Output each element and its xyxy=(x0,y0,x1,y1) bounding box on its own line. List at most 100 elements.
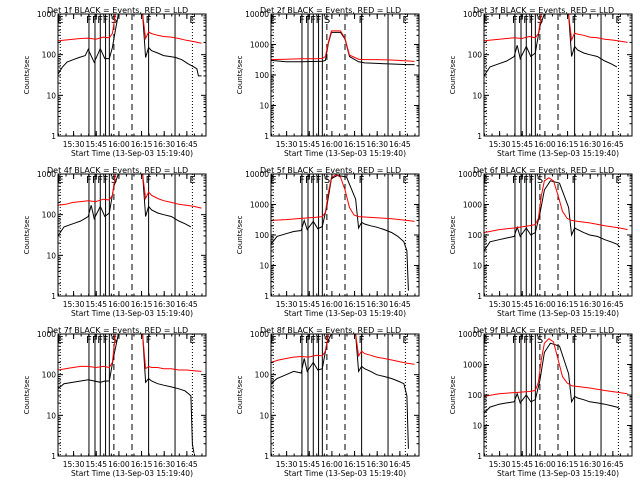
series-lld xyxy=(484,14,628,43)
x-tick-label: 15:30 xyxy=(489,140,511,149)
x-tick-label: 15:30 xyxy=(63,460,85,469)
x-tick-label: 15:30 xyxy=(276,140,298,149)
marker-label-3: F xyxy=(518,335,524,346)
y-tick-label: 1000 xyxy=(463,10,482,19)
x-axis-label: Start Time (13-Sep-03 15:19:40) xyxy=(284,469,406,478)
x-tick-label: 16:00 xyxy=(534,460,556,469)
marker-label-3: F xyxy=(518,15,524,26)
x-tick-label: 16:15 xyxy=(557,140,579,149)
x-tick-label: 16:00 xyxy=(108,140,130,149)
marker-label-2: F xyxy=(299,15,305,26)
marker-label-9: F xyxy=(146,335,152,346)
series-events xyxy=(484,14,618,77)
series-lld xyxy=(271,334,415,365)
x-tick-label: 15:30 xyxy=(63,300,85,309)
panel-title: Det 5f BLACK = Events, RED = LLD xyxy=(260,166,401,175)
marker-label-5: F xyxy=(529,15,535,26)
marker-label-9: F xyxy=(572,335,578,346)
y-tick-label: 1 xyxy=(51,132,56,141)
y-tick-label: 100 xyxy=(42,51,57,60)
marker-label-5: F xyxy=(316,175,322,186)
y-tick-label: 1 xyxy=(264,132,269,141)
marker-label-9: F xyxy=(146,175,152,186)
y-tick-label: 100 xyxy=(468,391,483,400)
x-tick-label: 16:15 xyxy=(131,460,153,469)
y-axis-label: Counts/sec xyxy=(449,216,457,255)
x-axis-label: Start Time (13-Sep-03 15:19:40) xyxy=(284,309,406,318)
x-tick-label: 16:30 xyxy=(153,300,175,309)
marker-label-11: E xyxy=(615,335,621,346)
x-tick-label: 16:30 xyxy=(153,140,175,149)
x-tick-label: 16:45 xyxy=(389,140,411,149)
panel-title: Det 9f BLACK = Events, RED = LLD xyxy=(473,326,614,335)
x-tick-label: 15:30 xyxy=(489,460,511,469)
marker-label-4: F xyxy=(310,335,316,346)
marker-label-2: F xyxy=(512,175,518,186)
x-axis-label: Start Time (13-Sep-03 15:19:40) xyxy=(71,309,193,318)
marker-label-7: S xyxy=(111,335,117,346)
y-tick-label: 10 xyxy=(259,102,269,111)
x-axis-label: Start Time (13-Sep-03 15:19:40) xyxy=(497,149,619,158)
y-tick-label: 10 xyxy=(472,262,482,271)
y-tick-label: 100 xyxy=(468,51,483,60)
marker-label-7: S xyxy=(537,335,543,346)
x-tick-label: 16:00 xyxy=(321,140,343,149)
x-tick-label: 16:00 xyxy=(534,140,556,149)
x-tick-label: 16:15 xyxy=(344,300,366,309)
y-axis-label: Counts/sec xyxy=(23,216,31,255)
y-tick-label: 10 xyxy=(259,411,269,420)
series-events xyxy=(58,174,192,237)
y-tick-label: 100 xyxy=(255,231,270,240)
x-axis-label: Start Time (13-Sep-03 15:19:40) xyxy=(71,149,193,158)
marker-label-3: F xyxy=(92,175,98,186)
panel-title: Det 3f BLACK = Events, RED = LLD xyxy=(473,6,614,15)
y-tick-label: 10 xyxy=(259,262,269,271)
panel-title: Det 4f BLACK = Events, RED = LLD xyxy=(47,166,188,175)
y-tick-label: 1 xyxy=(264,292,269,301)
marker-label-5: F xyxy=(316,15,322,26)
marker-label-9: F xyxy=(359,335,365,346)
x-axis-label: Start Time (13-Sep-03 15:19:40) xyxy=(497,309,619,318)
panel-title: Det 2f BLACK = Events, RED = LLD xyxy=(260,6,401,15)
marker-label-2: F xyxy=(86,335,92,346)
y-axis-label: Counts/sec xyxy=(236,56,244,95)
marker-label-7: S xyxy=(537,175,543,186)
marker-label-11: E xyxy=(402,335,408,346)
marker-label-2: F xyxy=(299,335,305,346)
x-tick-label: 16:45 xyxy=(389,460,411,469)
panel-title: Det 1f BLACK = Events, RED = LLD xyxy=(47,6,188,15)
marker-label-3: F xyxy=(518,175,524,186)
marker-label-4: F xyxy=(97,15,103,26)
x-tick-label: 15:30 xyxy=(276,460,298,469)
marker-label-4: F xyxy=(310,175,316,186)
series-lld xyxy=(484,177,628,234)
marker-label-2: F xyxy=(512,335,518,346)
x-axis-label: Start Time (13-Sep-03 15:19:40) xyxy=(284,149,406,158)
x-tick-label: 16:15 xyxy=(131,140,153,149)
x-tick-label: 16:00 xyxy=(534,300,556,309)
y-tick-label: 1000 xyxy=(250,41,269,50)
x-tick-label: 16:15 xyxy=(557,300,579,309)
y-axis-label: Counts/sec xyxy=(449,376,457,415)
y-tick-label: 100 xyxy=(468,231,483,240)
x-tick-label: 16:30 xyxy=(366,140,388,149)
y-tick-label: 10000 xyxy=(458,170,482,179)
y-tick-label: 10000 xyxy=(245,170,269,179)
y-tick-label: 1000 xyxy=(463,361,482,370)
marker-label-5: F xyxy=(103,15,109,26)
marker-label-11: E xyxy=(615,15,621,26)
x-tick-label: 16:45 xyxy=(389,300,411,309)
marker-label-9: F xyxy=(572,15,578,26)
x-tick-label: 16:30 xyxy=(579,140,601,149)
y-tick-label: 1000 xyxy=(463,201,482,210)
panel-title: Det 7f BLACK = Events, RED = LLD xyxy=(47,326,188,335)
y-axis-label: Counts/sec xyxy=(236,216,244,255)
marker-label-4: F xyxy=(310,15,316,26)
plot-frame xyxy=(57,333,207,457)
